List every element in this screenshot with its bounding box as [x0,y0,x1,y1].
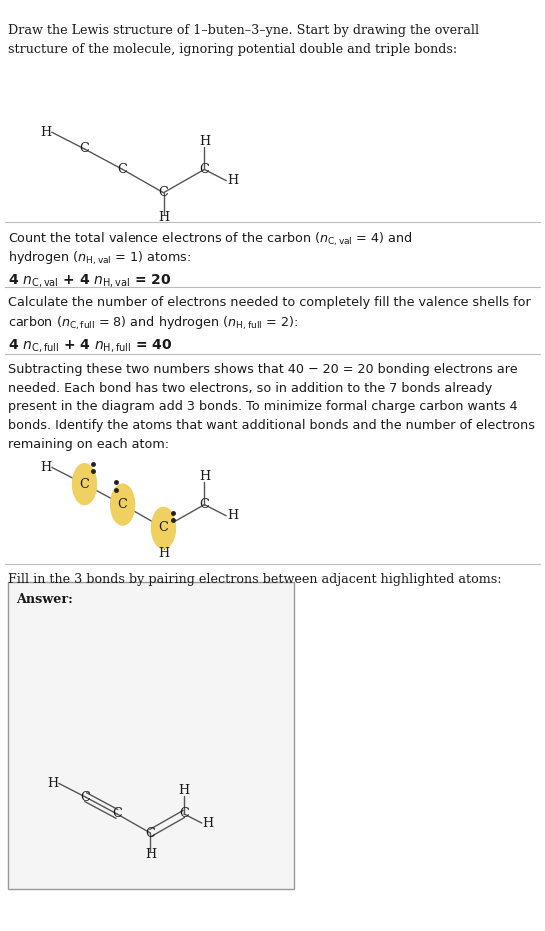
Text: H: H [227,174,238,187]
Text: H: H [199,470,210,483]
Text: Calculate the number of electrons needed to completely fill the valence shells f: Calculate the number of electrons needed… [8,296,531,309]
Text: C: C [118,163,128,176]
Text: H: H [158,546,169,560]
Text: C: C [146,827,155,840]
Text: Draw the Lewis structure of 1–buten–3–yne. Start by drawing the overall: Draw the Lewis structure of 1–buten–3–yn… [8,24,479,37]
Text: C: C [80,142,89,155]
Text: C: C [159,521,168,534]
Text: H: H [41,126,52,139]
Text: structure of the molecule, ignoring potential double and triple bonds:: structure of the molecule, ignoring pote… [8,43,457,56]
Text: needed. Each bond has two electrons, so in addition to the 7 bonds already: needed. Each bond has two electrons, so … [8,382,493,395]
Circle shape [152,507,175,548]
Text: Count the total valence electrons of the carbon ($n_\mathrm{C,val}$ = 4) and: Count the total valence electrons of the… [8,231,413,249]
Text: present in the diagram add 3 bonds. To minimize formal charge carbon wants 4: present in the diagram add 3 bonds. To m… [8,400,518,413]
Text: H: H [145,848,156,861]
Text: C: C [159,186,168,199]
Text: C: C [112,807,122,820]
Text: 4 $n_\mathrm{C,full}$ + 4 $n_\mathrm{H,full}$ = 40: 4 $n_\mathrm{C,full}$ + 4 $n_\mathrm{H,f… [8,337,173,354]
Text: Answer:: Answer: [16,593,73,606]
Text: bonds. Identify the atoms that want additional bonds and the number of electrons: bonds. Identify the atoms that want addi… [8,419,535,432]
Text: H: H [41,461,52,474]
Text: carbon ($n_\mathrm{C,full}$ = 8) and hydrogen ($n_\mathrm{H,full}$ = 2):: carbon ($n_\mathrm{C,full}$ = 8) and hyd… [8,315,298,331]
Text: H: H [158,211,169,224]
Text: remaining on each atom:: remaining on each atom: [8,438,169,451]
Text: C: C [80,478,89,491]
Text: C: C [179,807,189,820]
Text: C: C [199,163,209,176]
Text: 4 $n_\mathrm{C,val}$ + 4 $n_\mathrm{H,val}$ = 20: 4 $n_\mathrm{C,val}$ + 4 $n_\mathrm{H,va… [8,272,172,289]
Text: hydrogen ($n_\mathrm{H,val}$ = 1) atoms:: hydrogen ($n_\mathrm{H,val}$ = 1) atoms: [8,250,191,266]
Text: Subtracting these two numbers shows that 40 − 20 = 20 bonding electrons are: Subtracting these two numbers shows that… [8,363,518,376]
Text: H: H [199,135,210,148]
Text: C: C [199,498,209,511]
Text: H: H [48,776,59,789]
Text: C: C [81,790,90,803]
Text: H: H [203,816,214,830]
Text: Fill in the 3 bonds by pairing electrons between adjacent highlighted atoms:: Fill in the 3 bonds by pairing electrons… [8,573,502,586]
Text: H: H [178,784,190,797]
Circle shape [72,464,96,505]
Circle shape [111,484,135,525]
FancyBboxPatch shape [8,582,294,889]
Text: C: C [118,498,128,511]
Text: H: H [227,509,238,522]
